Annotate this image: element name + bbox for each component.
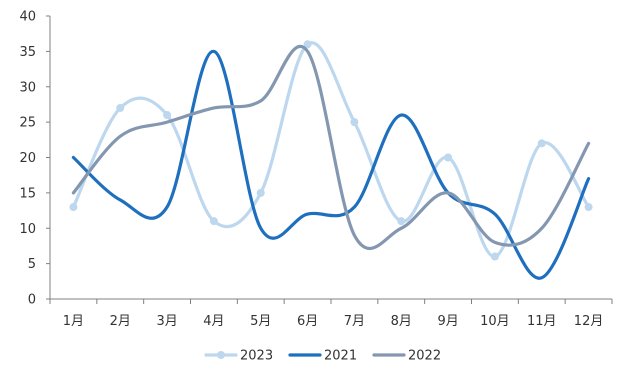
y-tick-label: 25 xyxy=(19,116,36,131)
data-point-2023-11月 xyxy=(537,139,546,148)
legend-label: 2021 xyxy=(324,349,357,364)
series-2023 xyxy=(69,40,593,261)
legend-item-2023: 2023 xyxy=(204,349,273,364)
x-tick-label: 7月 xyxy=(344,314,365,329)
legend-label: 2022 xyxy=(408,349,441,364)
x-tick-label: 3月 xyxy=(156,314,177,329)
y-tick-label: 35 xyxy=(19,45,36,60)
x-tick-label: 10月 xyxy=(480,314,510,329)
data-point-2023-10月 xyxy=(490,252,499,261)
x-tick-label: 9月 xyxy=(437,314,458,329)
y-tick-label: 40 xyxy=(19,10,36,25)
data-point-2023-12月 xyxy=(584,203,593,212)
series-layer xyxy=(69,40,593,280)
y-tick-label: 15 xyxy=(19,186,36,201)
x-tick-label: 11月 xyxy=(527,314,557,329)
legend-label: 2023 xyxy=(240,349,273,364)
data-point-2023-3月 xyxy=(163,111,172,120)
x-tick-label: 8月 xyxy=(391,314,412,329)
x-tick-label: 5月 xyxy=(250,314,271,329)
data-point-2023-5月 xyxy=(256,188,265,197)
y-tick-label: 0 xyxy=(28,293,36,308)
data-point-2023-7月 xyxy=(350,118,359,127)
x-tick-label: 2月 xyxy=(110,314,131,329)
y-tick-label: 20 xyxy=(19,151,36,166)
data-point-2023-6月 xyxy=(303,40,312,49)
series-line-2022 xyxy=(71,44,591,251)
data-point-2023-1月 xyxy=(69,203,78,212)
series-line-2021 xyxy=(71,49,591,280)
y-tick-label: 30 xyxy=(19,80,36,95)
legend-item-2021: 2021 xyxy=(288,349,357,364)
data-point-2023-9月 xyxy=(444,153,453,162)
y-axis-ticks: 0 5 10 15 20 25 30 35 40 xyxy=(19,10,36,308)
x-tick-label: 4月 xyxy=(203,314,224,329)
y-tick-label: 5 xyxy=(28,257,36,272)
legend: 2023 2021 2022 xyxy=(204,349,441,364)
series-line-2023 xyxy=(71,41,591,259)
x-tick-label: 1月 xyxy=(63,314,84,329)
axes xyxy=(46,15,613,304)
series-2021 xyxy=(71,49,591,280)
legend-item-2022: 2022 xyxy=(372,349,441,364)
data-point-2023-8月 xyxy=(397,217,406,226)
series-2022 xyxy=(71,44,591,251)
x-axis-ticks: 1月 2月 3月 4月 5月 6月 7月 8月 9月 10月 11月 12月 xyxy=(63,314,604,329)
legend-marker xyxy=(217,351,225,359)
x-tick-label: 12月 xyxy=(574,314,604,329)
data-point-2023-4月 xyxy=(209,217,218,226)
y-tick-label: 10 xyxy=(19,222,36,237)
x-tick-label: 6月 xyxy=(297,314,318,329)
data-point-2023-2月 xyxy=(116,103,125,112)
